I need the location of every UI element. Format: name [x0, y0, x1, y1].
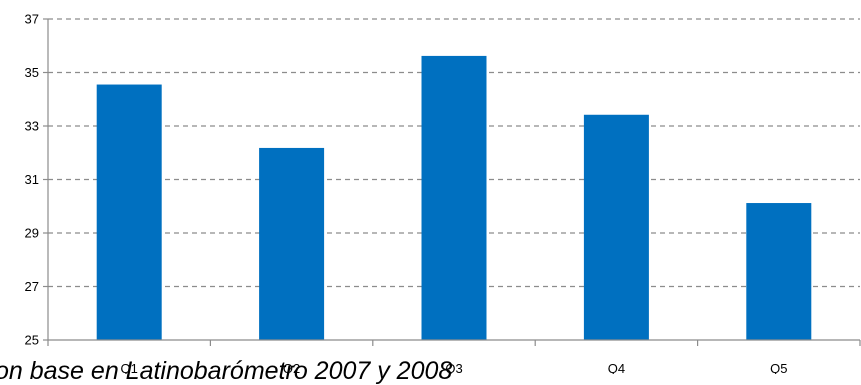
bar-q2	[259, 147, 325, 340]
bar-q5	[746, 203, 812, 340]
bar-q4	[583, 114, 649, 340]
x-tick-label: Q2	[283, 361, 300, 374]
y-tick-label: 27	[25, 279, 39, 294]
x-tick-label: Q1	[121, 361, 138, 374]
y-tick-label: 25	[25, 333, 39, 348]
y-tick-label: 35	[25, 65, 39, 80]
y-tick-label: 33	[25, 119, 39, 134]
y-tick-label: 37	[25, 12, 39, 27]
x-tick-label: Q4	[608, 361, 625, 374]
x-tick-labels: Q1 Q2 Q3 Q4 Q5	[121, 361, 788, 374]
y-tick-labels: 25 27 29 31 33 35 37	[25, 12, 39, 348]
bar-q3	[421, 55, 487, 340]
x-tick-label: Q3	[445, 361, 462, 374]
bars	[96, 55, 812, 340]
bar-q1	[96, 84, 162, 340]
bar-chart: 25 27 29 31 33 35 37 Q1 Q2 Q3 Q4 Q5	[25, 12, 861, 374]
y-tick-label: 31	[25, 172, 39, 187]
x-tick-label: Q5	[770, 361, 787, 374]
y-tick-label: 29	[25, 226, 39, 241]
axes	[43, 18, 861, 346]
source-note: on base en Latinobarómetro 2007 y 2008	[0, 357, 453, 385]
